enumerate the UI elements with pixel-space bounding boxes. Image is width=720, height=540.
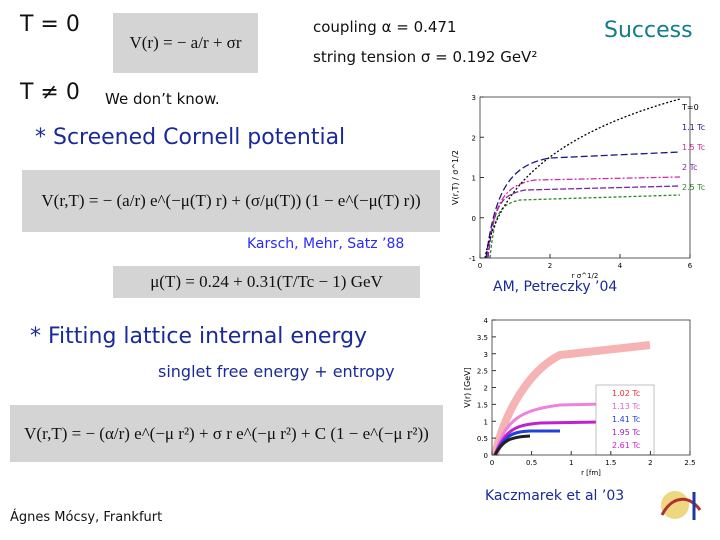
fit-formula: V(r,T) = − (α/r) e^(−μ r²) + σ r e^(−μ r… — [10, 405, 443, 462]
legend-label: T=0 — [681, 103, 699, 112]
x-tick-label: 0 — [478, 262, 482, 270]
curve — [484, 98, 681, 259]
reference: Kaczmarek et al ’03 — [485, 488, 625, 504]
legend-label: 1.41 Tc — [612, 415, 640, 424]
y-tick-label: 1 — [484, 418, 488, 426]
x-tick-label: 0 — [490, 459, 494, 467]
section-title: * Screened Cornell potential — [35, 125, 346, 150]
curve — [493, 434, 531, 456]
reference: Karsch, Mehr, Satz ’88 — [247, 236, 405, 252]
t-nonzero: T ≠ 0 — [20, 80, 80, 105]
y-tick-label: 2 — [484, 385, 488, 393]
y-axis-label: V(r,T) / σ^1/2 — [451, 150, 460, 205]
y-tick-label: 2 — [472, 134, 476, 142]
curve — [486, 176, 681, 259]
reference: AM, Petreczky ’04 — [493, 279, 618, 295]
coupling: coupling α = 0.471 — [313, 18, 457, 36]
curve — [487, 185, 681, 259]
legend-label: 1.02 Tc — [612, 389, 640, 398]
screened-formula: V(r,T) = − (a/r) e^(−μ(T) r) + (σ/μ(T)) … — [22, 170, 440, 232]
legend-box — [595, 384, 655, 456]
subtitle: singlet free energy + entropy — [158, 362, 395, 381]
x-tick-label: 6 — [688, 262, 693, 270]
y-tick-label: 1.5 — [477, 401, 488, 409]
curve — [489, 194, 681, 259]
x-tick-label: 1.5 — [605, 459, 616, 467]
x-tick-label: 2 — [648, 459, 652, 467]
cornell-formula: V(r) = − a/r + σr — [113, 13, 258, 73]
y-tick-label: 3 — [484, 351, 488, 359]
y-tick-label: 0 — [484, 452, 488, 460]
tension: string tension σ = 0.192 GeV² — [313, 48, 538, 66]
legend-label: 2.61 Tc — [612, 441, 640, 450]
y-tick-label: 2.5 — [477, 368, 488, 376]
x-tick-label: 4 — [618, 262, 623, 270]
x-axis-label: r σ^1/2 — [572, 272, 599, 280]
legend-label: 1.13 Tc — [612, 402, 640, 411]
success: Success — [604, 18, 693, 43]
y-tick-label: 4 — [484, 317, 489, 325]
y-tick-label: 3.5 — [477, 334, 488, 342]
x-tick-label: 2.5 — [684, 459, 695, 467]
mu-formula: μ(T) = 0.24 + 0.31(T/Tc − 1) GeV — [113, 266, 420, 298]
x-tick-label: 2 — [548, 262, 552, 270]
x-axis-label: r [fm] — [581, 469, 601, 477]
y-tick-label: 0 — [472, 215, 476, 223]
curve — [485, 151, 681, 259]
legend-label: 1.5 Tc — [682, 143, 705, 152]
t-zero: T = 0 — [20, 12, 80, 37]
y-tick-label: 1 — [472, 175, 476, 183]
legend-label: 1.1 Tc — [682, 123, 705, 132]
y-axis-label: V(r) [GeV] — [463, 367, 472, 407]
legend-label: 2 Tc — [682, 163, 698, 172]
logo — [660, 491, 702, 520]
legend-label: 2.5 Tc — [682, 183, 705, 192]
y-tick-label: 3 — [472, 94, 476, 102]
author: Ágnes Mócsy, Frankfurt — [10, 510, 163, 525]
x-tick-label: 0.5 — [526, 459, 537, 467]
unknown: We don’t know. — [105, 90, 220, 108]
figure2-curves — [491, 341, 651, 456]
y-tick-label: -1 — [469, 255, 476, 263]
x-tick-label: 1 — [569, 459, 573, 467]
legend-label: 1.95 Tc — [612, 428, 640, 437]
y-tick-label: 0.5 — [477, 435, 488, 443]
section-title: * Fitting lattice internal energy — [30, 324, 368, 349]
figure1-curves — [484, 98, 681, 259]
